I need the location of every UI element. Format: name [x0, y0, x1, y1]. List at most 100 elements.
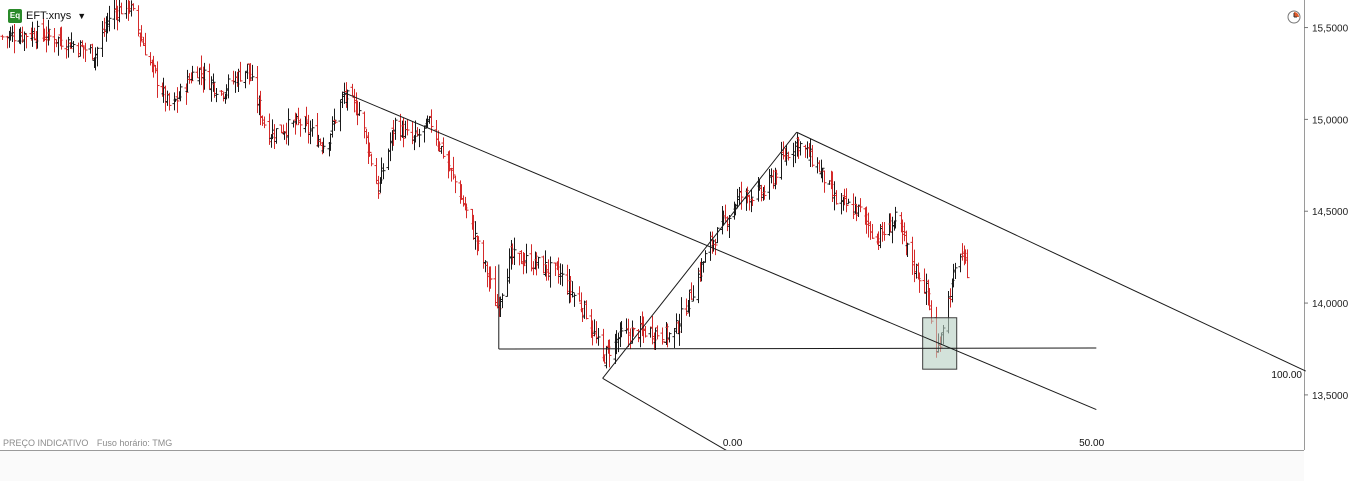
ohlc-bar: [524, 243, 529, 274]
ohlc-bar: [369, 153, 374, 167]
ohlc-bar: [451, 156, 456, 180]
ohlc-bar: [912, 249, 917, 283]
ohlc-bar: [197, 68, 202, 85]
ohlc-bar: [517, 252, 522, 266]
fib-label-fib50: 50.00: [1079, 438, 1104, 449]
ohlc-bar: [417, 128, 422, 148]
ohlc-bar: [543, 250, 548, 277]
ohlc-bar: [214, 88, 219, 103]
ohlc-bar: [643, 325, 648, 338]
ohlc-bar: [410, 121, 415, 145]
ohlc-bar: [767, 168, 772, 200]
ohlc-bar: [529, 244, 534, 272]
ohlc-bar: [739, 181, 744, 210]
ohlc-bar: [607, 339, 612, 368]
ohlc-bar: [195, 66, 200, 79]
ohlc-bar: [749, 190, 754, 213]
ohlc-bar: [762, 185, 767, 200]
ohlc-bar: [648, 326, 653, 338]
ohlc-bar: [32, 27, 37, 41]
ohlc-bar: [398, 113, 403, 141]
ohlc-bar: [357, 101, 362, 116]
y-tick-label: 15,5000: [1312, 24, 1349, 35]
ohlc-bar: [367, 142, 372, 157]
ohlc-bar: [100, 20, 105, 58]
fib-label-fib0: 0.00: [723, 438, 743, 449]
ohlc-bar: [221, 92, 226, 102]
ohlc-bar: [628, 328, 633, 350]
ohlc-bar: [810, 145, 815, 168]
ohlc-bar: [298, 118, 303, 137]
ohlc-bar: [76, 42, 81, 58]
ohlc-bar: [951, 263, 956, 288]
ohlc-bar: [747, 194, 752, 211]
ohlc-bar: [47, 28, 52, 41]
ohlc-bar: [364, 128, 369, 145]
ohlc-bar: [965, 249, 970, 279]
ohlc-bar: [119, 2, 124, 15]
ohlc-bar: [250, 64, 255, 81]
ohlc-bar: [190, 65, 195, 81]
ohlc-bar: [922, 268, 927, 294]
ohlc-bar: [143, 32, 148, 56]
ohlc-bar: [231, 70, 236, 85]
ohlc-bar: [481, 240, 486, 269]
time-axis[interactable]: [0, 450, 1304, 481]
ohlc-bar: [667, 332, 672, 343]
ohlc-bar: [882, 222, 887, 241]
ohlc-bar: [553, 262, 558, 276]
ohlc-bar: [12, 23, 17, 54]
ohlc-bar: [388, 132, 393, 162]
ohlc-bar: [262, 116, 267, 129]
ohlc-bar: [306, 114, 311, 144]
ohlc-bar: [493, 266, 498, 307]
ohlc-bar: [352, 88, 357, 113]
ohlc-bar: [485, 262, 490, 288]
symbol-selector[interactable]: Eq EFT:xnys ▼: [8, 8, 86, 24]
ohlc-bar: [500, 293, 505, 309]
ohlc-bar: [624, 318, 629, 334]
ohlc-bar: [405, 119, 410, 136]
ohlc-bar: [798, 141, 803, 156]
ohlc-bar: [175, 87, 180, 113]
ohlc-bar: [476, 236, 481, 252]
ohlc-bar: [878, 224, 883, 249]
ohlc-bar: [577, 286, 582, 302]
ohlc-bar: [211, 73, 216, 92]
ohlc-bar: [202, 62, 207, 90]
ohlc-bar: [155, 61, 160, 98]
ohlc-bar: [102, 17, 107, 37]
ohlc-bar: [953, 262, 958, 279]
ohlc-bar: [674, 313, 679, 334]
ohlc-bar: [779, 141, 784, 180]
ohlc-bar: [805, 141, 810, 159]
ohlc-bar: [333, 119, 338, 124]
ohlc-bar: [580, 307, 585, 323]
ohlc-bar: [321, 137, 326, 154]
ohlc-bar: [851, 193, 856, 219]
trendline: [602, 131, 798, 379]
ohlc-bar: [958, 253, 963, 273]
chevron-down-icon[interactable]: ▼: [77, 11, 87, 21]
ohlc-bar: [112, 0, 117, 30]
ohlc-bar: [10, 25, 15, 42]
ohlc-bar: [905, 242, 910, 257]
ohlc-bar: [924, 273, 929, 306]
clock-icon[interactable]: [1287, 10, 1301, 24]
ohlc-bar: [293, 112, 298, 135]
ohlc-bar: [601, 328, 606, 362]
ohlc-bar: [582, 300, 587, 319]
ohlc-bar: [0, 34, 5, 41]
ohlc-bar: [20, 26, 25, 43]
ohlc-bar: [723, 204, 728, 222]
symbol-label[interactable]: EFT:xnys: [26, 10, 72, 22]
ohlc-bar: [68, 42, 73, 50]
ohlc-bar: [64, 39, 69, 59]
ohlc-bar: [910, 236, 915, 275]
ohlc-bar: [362, 111, 367, 139]
ohlc-bar: [691, 285, 696, 302]
ohlc-bar: [570, 281, 575, 298]
ohlc-bar: [464, 203, 469, 219]
